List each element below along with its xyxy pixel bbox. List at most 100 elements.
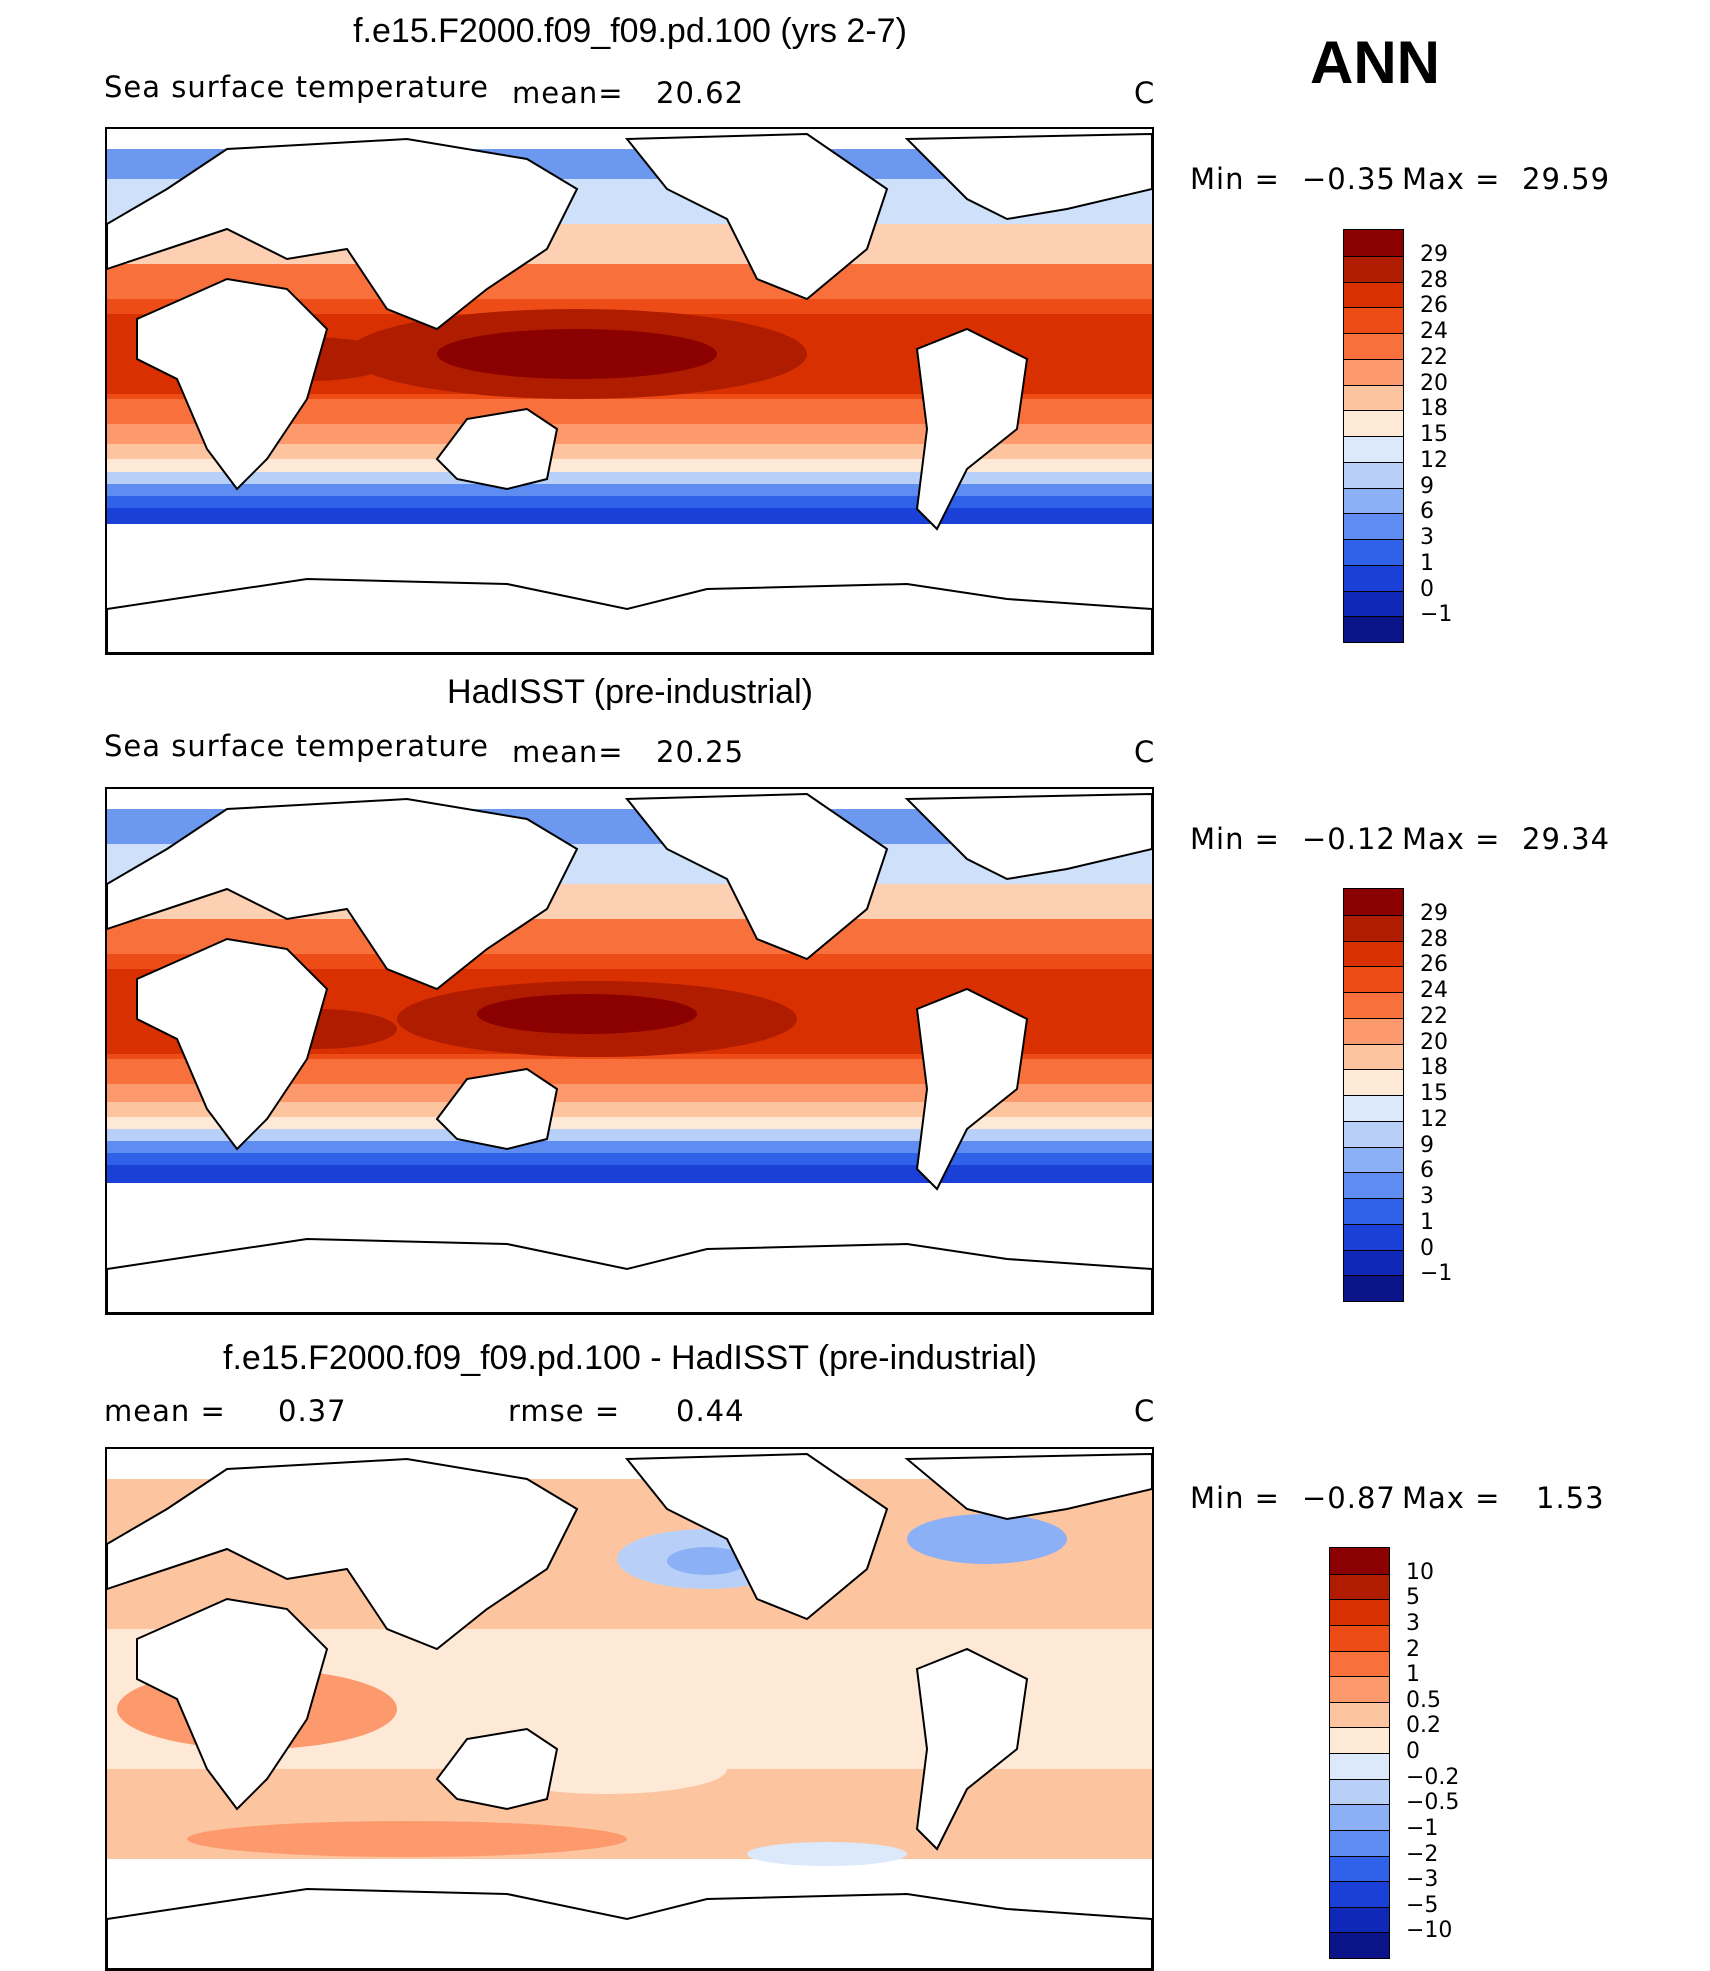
panel2-colorbar-labels: 29 28 26 24 22 20 18 15 12 9 6 3 1 0 −1 — [1420, 888, 1500, 1300]
colorbar-swatch — [1344, 539, 1403, 565]
colorbar-swatch — [1330, 1676, 1389, 1702]
panel3-max-value: 1.53 — [1536, 1481, 1605, 1515]
colorbar-tick-label: 26 — [1420, 952, 1448, 978]
panel2-min-value: −0.12 — [1302, 822, 1396, 856]
colorbar-swatch — [1330, 1753, 1389, 1779]
colorbar-tick-label: −1 — [1420, 602, 1453, 628]
colorbar-tick-label: 9 — [1420, 473, 1434, 499]
colorbar-swatch — [1344, 230, 1403, 256]
colorbar-tick-label: 0.5 — [1406, 1687, 1441, 1713]
panel3-colorbar-labels: 10 5 3 2 1 0.5 0.2 0 −0.2 −0.5 −1 −2 −3 −5 −10 — [1406, 1547, 1496, 1957]
colorbar-tick-label: 29 — [1420, 241, 1448, 267]
colorbar-swatch — [1330, 1573, 1389, 1600]
colorbar-swatch — [1330, 1599, 1389, 1625]
colorbar-tick-label: 26 — [1420, 293, 1448, 319]
colorbar-tick-label: 9 — [1420, 1132, 1434, 1158]
colorbar-swatch — [1344, 410, 1403, 436]
colorbar-tick-label: 20 — [1420, 370, 1448, 396]
panel3-rmse-label: rmse = — [508, 1394, 621, 1428]
colorbar-swatch — [1344, 889, 1403, 915]
colorbar-swatch — [1344, 1069, 1403, 1095]
panel2-max-value: 29.34 — [1522, 822, 1611, 856]
colorbar-tick-label: −3 — [1406, 1867, 1439, 1893]
colorbar-swatch — [1330, 1855, 1389, 1882]
colorbar-tick-label: 24 — [1420, 978, 1448, 1003]
colorbar-swatch — [1344, 513, 1403, 539]
panel2-mean-label: mean= — [512, 735, 624, 769]
panel2-title: HadISST (pre-industrial) — [447, 673, 813, 711]
panel3-title: f.e15.F2000.f09_f09.pd.100 - HadISST (pr… — [223, 1339, 1037, 1377]
panel2-variable: Sea surface temperature — [104, 729, 489, 763]
panel2-mean-value: 20.25 — [656, 735, 745, 769]
colorbar-tick-label: 0 — [1420, 576, 1434, 602]
panel1-max-value: 29.59 — [1522, 162, 1611, 196]
panel3-mean-label: mean = — [104, 1394, 226, 1428]
colorbar-swatch — [1344, 436, 1403, 462]
colorbar-tick-label: 1 — [1420, 1209, 1434, 1235]
panel2-map — [105, 787, 1154, 1315]
colorbar-tick-label: 22 — [1420, 344, 1448, 370]
panel3-map — [105, 1447, 1154, 1971]
colorbar-tick-label: 28 — [1420, 267, 1448, 293]
colorbar-tick-label: 0 — [1420, 1235, 1434, 1261]
colorbar-swatch — [1344, 307, 1403, 333]
colorbar-tick-label: 15 — [1420, 1081, 1448, 1106]
panel3-units: C — [1134, 1394, 1156, 1428]
panel2-colorbar — [1343, 888, 1404, 1302]
panel1-mean-value: 20.62 — [656, 76, 745, 110]
colorbar-swatch — [1330, 1906, 1389, 1933]
panel1-colorbar — [1343, 229, 1404, 643]
colorbar-tick-label: −0.2 — [1406, 1764, 1460, 1790]
colorbar-tick-label: 3 — [1420, 525, 1434, 550]
colorbar-swatch — [1330, 1624, 1389, 1651]
colorbar-swatch — [1344, 1198, 1403, 1224]
panel3-rmse-value: 0.44 — [676, 1394, 745, 1428]
panel1-max-label: Max = — [1402, 162, 1501, 196]
colorbar-tick-label: −10 — [1406, 1918, 1453, 1944]
panel1-units: C — [1134, 76, 1156, 110]
panel1-variable: Sea surface temperature — [104, 70, 489, 104]
colorbar-tick-label: 18 — [1420, 1055, 1448, 1081]
colorbar-swatch — [1344, 1043, 1403, 1070]
panel2-units: C — [1134, 735, 1156, 769]
colorbar-tick-label: 6 — [1420, 499, 1434, 525]
colorbar-tick-label: −2 — [1406, 1841, 1439, 1867]
colorbar-tick-label: 10 — [1406, 1559, 1434, 1585]
colorbar-tick-label: 24 — [1420, 319, 1448, 344]
colorbar-swatch — [1330, 1727, 1389, 1753]
colorbar-tick-label: −1 — [1406, 1815, 1439, 1841]
colorbar-tick-label: −1 — [1420, 1261, 1453, 1287]
colorbar-tick-label: 1 — [1420, 550, 1434, 576]
colorbar-swatch — [1330, 1932, 1389, 1958]
colorbar-swatch — [1330, 1778, 1389, 1805]
colorbar-tick-label: 5 — [1406, 1585, 1420, 1611]
colorbar-swatch — [1344, 1223, 1403, 1250]
colorbar-tick-label: 3 — [1406, 1610, 1420, 1636]
colorbar-swatch — [1344, 940, 1403, 967]
colorbar-swatch — [1330, 1829, 1389, 1856]
colorbar-swatch — [1344, 564, 1403, 591]
colorbar-tick-label: 6 — [1420, 1158, 1434, 1184]
panel3-colorbar — [1329, 1547, 1390, 1959]
colorbar-swatch — [1344, 1249, 1403, 1276]
panel1-mean-label: mean= — [512, 76, 624, 110]
colorbar-tick-label: 29 — [1420, 900, 1448, 926]
colorbar-swatch — [1344, 281, 1403, 308]
panel1-min-value: −0.35 — [1302, 162, 1396, 196]
colorbar-swatch — [1344, 590, 1403, 617]
panel1-map — [105, 127, 1154, 655]
colorbar-swatch — [1344, 487, 1403, 514]
colorbar-swatch — [1344, 992, 1403, 1018]
panel3-min-value: −0.87 — [1302, 1481, 1396, 1515]
colorbar-tick-label: 20 — [1420, 1029, 1448, 1055]
colorbar-swatch — [1330, 1548, 1389, 1574]
colorbar-swatch — [1344, 1017, 1403, 1044]
colorbar-swatch — [1330, 1881, 1389, 1907]
colorbar-tick-label: 12 — [1420, 1106, 1448, 1132]
colorbar-swatch — [1344, 384, 1403, 411]
panel3-max-label: Max = — [1402, 1481, 1501, 1515]
colorbar-swatch — [1344, 255, 1403, 282]
colorbar-tick-label: 28 — [1420, 926, 1448, 952]
colorbar-swatch — [1344, 616, 1403, 642]
colorbar-swatch — [1330, 1804, 1389, 1830]
